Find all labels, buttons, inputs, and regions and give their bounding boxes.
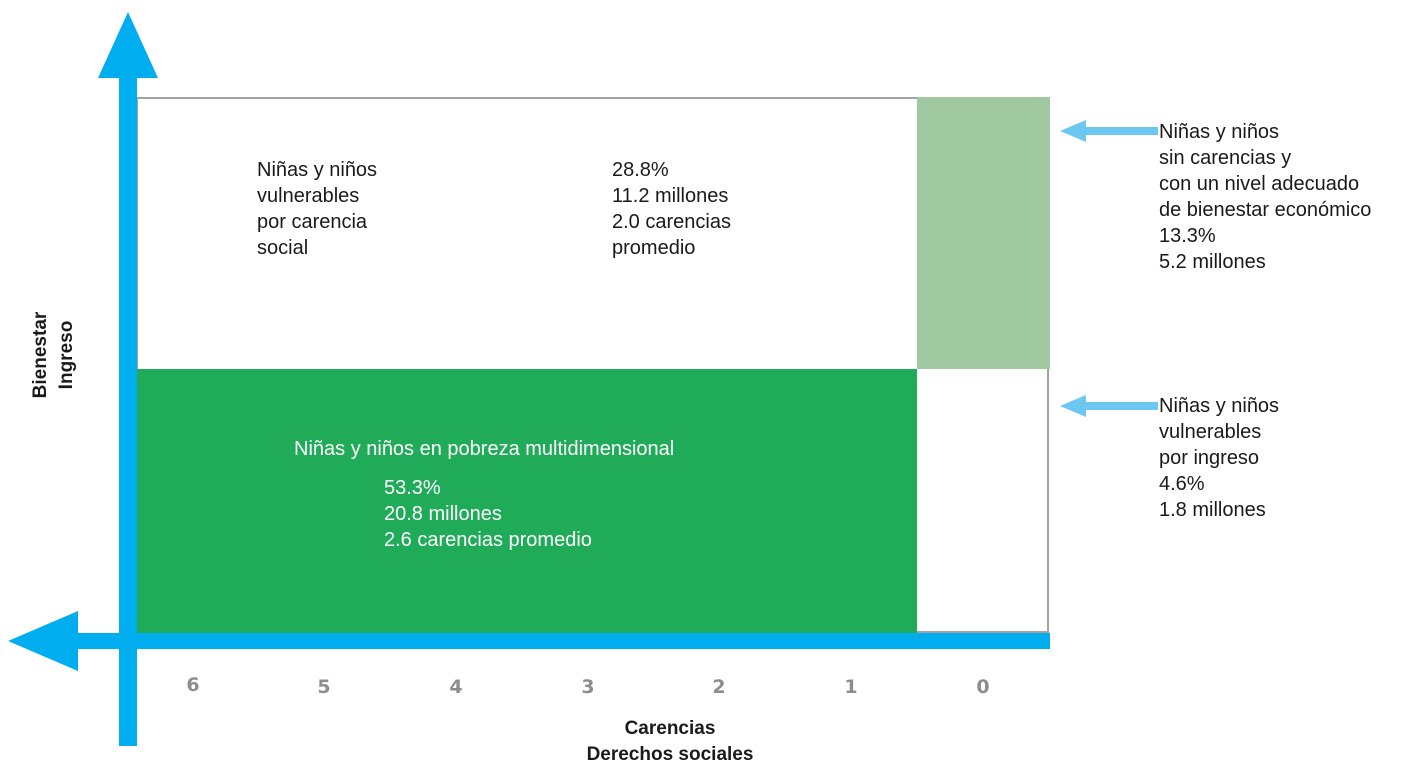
- x-tick-1: 1: [844, 676, 858, 698]
- social-vulnerable-title: Niñas y niños vulnerables por carencia s…: [257, 159, 378, 259]
- y-axis-arrowhead: [98, 12, 158, 78]
- x-axis-arrow: [66, 633, 1050, 649]
- pointer-arrowhead: [1060, 395, 1086, 417]
- x-tick-6: 6: [186, 674, 200, 696]
- social-vulnerable-stats: 28.8% 11.2 millones 2.0 carencias promed…: [612, 159, 731, 259]
- no-deprivation-callout: Niñas y niños sin carencias y con un niv…: [1159, 121, 1372, 273]
- x-tick-0: 0: [976, 676, 990, 698]
- no-deprivation-region: [917, 97, 1050, 369]
- pointer-shaft: [1084, 402, 1158, 410]
- multidimensional-poverty-title: Niñas y niños en pobreza multidimensiona…: [294, 438, 675, 460]
- income-vulnerable-callout: Niñas y niños vulnerables por ingreso 4.…: [1159, 395, 1280, 521]
- y-axis-label: Bienestar Ingreso: [30, 311, 77, 399]
- x-tick-5: 5: [317, 676, 331, 698]
- pointer-shaft: [1084, 127, 1158, 135]
- x-axis-label: Carencias Derechos sociales: [586, 718, 754, 765]
- x-axis-arrowhead: [8, 611, 78, 671]
- x-tick-2: 2: [712, 676, 726, 698]
- y-axis-arrow: [119, 70, 137, 746]
- x-tick-3: 3: [581, 676, 595, 698]
- multidimensional-poverty-region: [136, 369, 917, 633]
- x-tick-4: 4: [449, 676, 463, 698]
- pointer-arrowhead: [1060, 120, 1086, 142]
- multidimensional-poverty-stats: 53.3% 20.8 millones 2.6 carencias promed…: [384, 477, 592, 551]
